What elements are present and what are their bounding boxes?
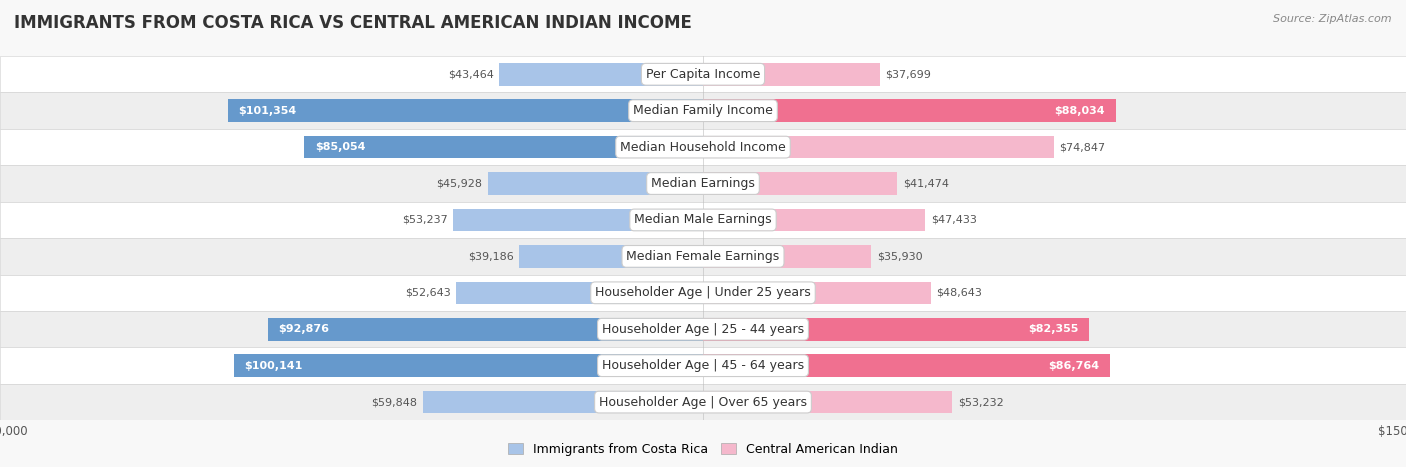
Bar [454, 209, 703, 231]
Bar [703, 63, 880, 85]
Bar [488, 172, 703, 195]
Text: $39,186: $39,186 [468, 251, 513, 262]
Bar [703, 245, 872, 268]
Text: $88,034: $88,034 [1054, 106, 1105, 116]
Bar [423, 391, 703, 413]
Text: $43,464: $43,464 [447, 69, 494, 79]
Bar [0, 202, 1406, 238]
Bar [0, 129, 1406, 165]
Bar [0, 165, 1406, 202]
Bar [233, 354, 703, 377]
Text: Median Household Income: Median Household Income [620, 141, 786, 154]
Text: Per Capita Income: Per Capita Income [645, 68, 761, 81]
Bar [519, 245, 703, 268]
Text: $59,848: $59,848 [371, 397, 418, 407]
Bar [0, 92, 1406, 129]
Bar [267, 318, 703, 340]
Bar [457, 282, 703, 304]
Text: Median Male Earnings: Median Male Earnings [634, 213, 772, 226]
Text: $37,699: $37,699 [886, 69, 931, 79]
Text: Median Family Income: Median Family Income [633, 104, 773, 117]
Text: $85,054: $85,054 [315, 142, 366, 152]
Bar [703, 209, 925, 231]
Bar [703, 172, 897, 195]
Text: $82,355: $82,355 [1028, 324, 1078, 334]
Text: $48,643: $48,643 [936, 288, 983, 298]
Text: Source: ZipAtlas.com: Source: ZipAtlas.com [1274, 14, 1392, 24]
Bar [703, 282, 931, 304]
Bar [703, 318, 1090, 340]
Bar [703, 391, 952, 413]
Text: Householder Age | Under 25 years: Householder Age | Under 25 years [595, 286, 811, 299]
Bar [304, 136, 703, 158]
Text: $35,930: $35,930 [877, 251, 922, 262]
Bar [0, 238, 1406, 275]
Bar [0, 347, 1406, 384]
Bar [499, 63, 703, 85]
Text: $41,474: $41,474 [903, 178, 949, 189]
Bar [228, 99, 703, 122]
Text: $53,232: $53,232 [957, 397, 1004, 407]
Text: $53,237: $53,237 [402, 215, 449, 225]
Text: $101,354: $101,354 [239, 106, 297, 116]
Legend: Immigrants from Costa Rica, Central American Indian: Immigrants from Costa Rica, Central Amer… [503, 438, 903, 461]
Text: $52,643: $52,643 [405, 288, 451, 298]
Text: Householder Age | 25 - 44 years: Householder Age | 25 - 44 years [602, 323, 804, 336]
Text: IMMIGRANTS FROM COSTA RICA VS CENTRAL AMERICAN INDIAN INCOME: IMMIGRANTS FROM COSTA RICA VS CENTRAL AM… [14, 14, 692, 32]
Bar [703, 136, 1053, 158]
Bar [0, 56, 1406, 92]
Text: Householder Age | Over 65 years: Householder Age | Over 65 years [599, 396, 807, 409]
Text: Median Female Earnings: Median Female Earnings [627, 250, 779, 263]
Bar [0, 275, 1406, 311]
Text: $100,141: $100,141 [245, 361, 302, 371]
Text: Median Earnings: Median Earnings [651, 177, 755, 190]
Bar [703, 99, 1115, 122]
Bar [0, 384, 1406, 420]
Text: $47,433: $47,433 [931, 215, 977, 225]
Text: Householder Age | 45 - 64 years: Householder Age | 45 - 64 years [602, 359, 804, 372]
Bar [0, 311, 1406, 347]
Text: $86,764: $86,764 [1047, 361, 1099, 371]
Text: $74,847: $74,847 [1059, 142, 1105, 152]
Text: $45,928: $45,928 [436, 178, 482, 189]
Text: $92,876: $92,876 [278, 324, 329, 334]
Bar [703, 354, 1109, 377]
